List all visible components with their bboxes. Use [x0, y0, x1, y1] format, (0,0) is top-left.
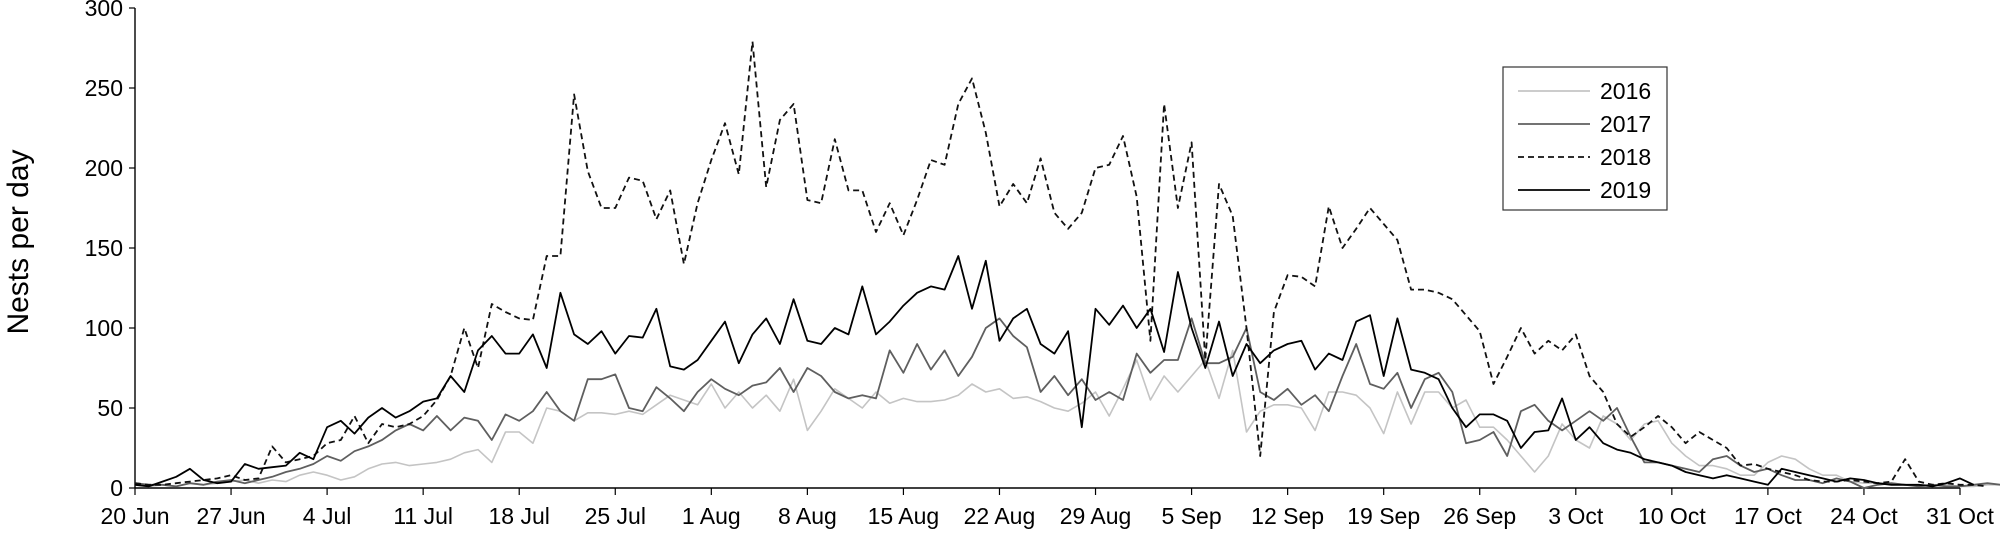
y-axis-title: Nests per day [2, 149, 35, 334]
x-tick-label: 1 Aug [682, 503, 741, 529]
series-layer [134, 40, 2000, 489]
x-tick-label: 3 Oct [1548, 503, 1604, 529]
series-line-2018 [134, 40, 1988, 488]
y-tick-label: 200 [85, 155, 123, 181]
legend-label-2017: 2017 [1600, 111, 1651, 137]
x-tick-label: 20 Jun [100, 503, 169, 529]
y-axis: 0 50 100 150 200 250 300 [85, 0, 136, 501]
x-tick-label: 10 Oct [1638, 503, 1706, 529]
series-line-2017 [134, 317, 2000, 489]
series-line-2016 [134, 349, 2000, 488]
x-tick-label: 24 Oct [1830, 503, 1898, 529]
y-tick-label: 0 [110, 475, 123, 501]
x-axis: 20 Jun 27 Jun 4 Jul 11 Jul 18 Jul 25 Jul 1 Aug… [100, 487, 1994, 529]
x-tick-label: 26 Sep [1443, 503, 1516, 529]
legend-label-2019: 2019 [1600, 177, 1651, 203]
y-tick-label: 150 [85, 235, 123, 261]
x-tick-label: 29 Aug [1060, 503, 1132, 529]
y-tick-label: 100 [85, 315, 123, 341]
x-tick-label: 27 Jun [197, 503, 266, 529]
x-tick-label: 19 Sep [1347, 503, 1420, 529]
x-tick-label: 11 Jul [393, 503, 453, 529]
legend: 2016 2017 2018 2019 [1502, 66, 1668, 211]
x-tick-label: 12 Sep [1251, 503, 1324, 529]
x-tick-label: 17 Oct [1734, 503, 1802, 529]
x-tick-label: 4 Jul [303, 503, 352, 529]
series-line-2019 [134, 255, 1975, 488]
x-tick-label: 15 Aug [868, 503, 940, 529]
legend-label-2016: 2016 [1600, 78, 1651, 104]
x-tick-label: 31 Oct [1926, 503, 1994, 529]
y-tick-label: 50 [97, 395, 123, 421]
x-tick-label: 25 Jul [585, 503, 646, 529]
y-tick-label: 300 [85, 0, 123, 21]
x-tick-label: 5 Sep [1162, 503, 1222, 529]
y-tick-label: 250 [85, 75, 123, 101]
x-tick-label: 22 Aug [964, 503, 1036, 529]
x-tick-label: 8 Aug [778, 503, 837, 529]
legend-label-2018: 2018 [1600, 144, 1651, 170]
x-tick-label: 18 Jul [489, 503, 550, 529]
